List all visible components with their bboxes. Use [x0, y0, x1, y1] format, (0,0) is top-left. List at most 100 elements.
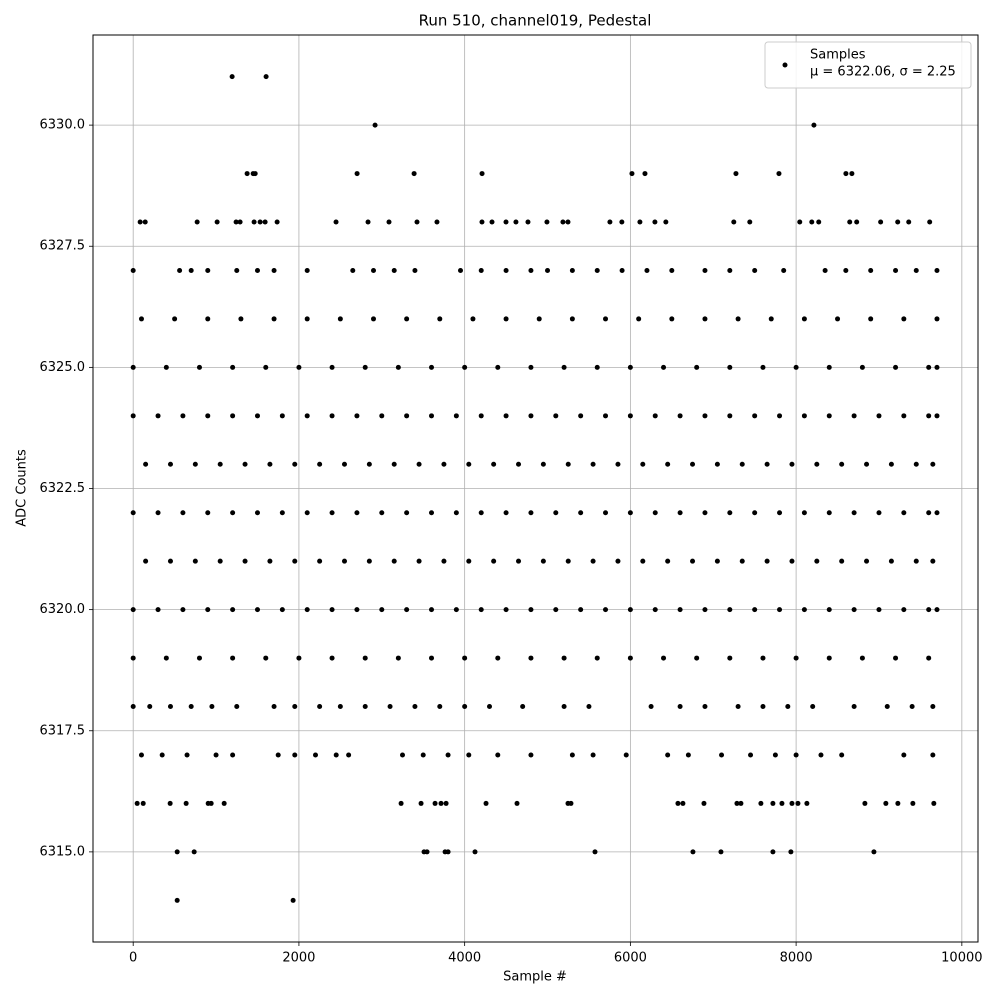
data-point: [404, 607, 410, 613]
data-point: [174, 849, 180, 855]
data-point: [292, 461, 298, 467]
data-point: [888, 461, 894, 467]
data-point: [251, 219, 257, 225]
data-point: [876, 607, 882, 613]
data-point: [901, 316, 907, 322]
data-point: [462, 704, 468, 710]
data-point: [594, 655, 600, 661]
data-point: [665, 461, 671, 467]
data-point: [209, 704, 215, 710]
data-point: [694, 364, 700, 370]
data-point: [878, 219, 884, 225]
data-point: [341, 558, 347, 564]
data-point: [333, 219, 339, 225]
data-point: [429, 364, 435, 370]
data-point: [391, 558, 397, 564]
data-point: [453, 607, 459, 613]
data-point: [441, 461, 447, 467]
data-point: [292, 704, 298, 710]
data-point: [445, 752, 451, 758]
data-point: [503, 607, 509, 613]
data-point: [292, 752, 298, 758]
data-point: [677, 510, 683, 516]
data-point: [478, 607, 484, 613]
data-point: [895, 219, 901, 225]
data-point: [930, 704, 936, 710]
data-point: [930, 558, 936, 564]
data-point: [462, 655, 468, 661]
data-point: [906, 219, 912, 225]
data-point: [868, 267, 874, 273]
data-point: [727, 364, 733, 370]
data-point: [365, 219, 371, 225]
data-point: [453, 510, 459, 516]
data-point: [470, 316, 476, 322]
data-point: [909, 704, 915, 710]
data-point: [520, 704, 526, 710]
data-point: [629, 171, 635, 177]
data-point: [926, 364, 932, 370]
data-point: [665, 558, 671, 564]
data-point: [304, 607, 310, 613]
data-point: [462, 364, 468, 370]
x-tick-label: 2000: [282, 951, 315, 966]
data-point: [727, 655, 733, 661]
data-point: [354, 413, 360, 419]
data-point: [404, 413, 410, 419]
data-point: [262, 219, 268, 225]
data-point: [663, 219, 669, 225]
data-point: [590, 461, 596, 467]
data-point: [205, 413, 211, 419]
data-point: [341, 461, 347, 467]
data-point: [391, 461, 397, 467]
data-point: [192, 558, 198, 564]
data-point: [180, 607, 186, 613]
data-point: [888, 558, 894, 564]
data-point: [876, 413, 882, 419]
data-point: [271, 316, 277, 322]
data-point: [257, 219, 263, 225]
data-point: [213, 752, 219, 758]
data-point: [590, 752, 596, 758]
data-point: [843, 267, 849, 273]
data-point: [429, 607, 435, 613]
data-point: [733, 171, 739, 177]
data-point: [230, 752, 236, 758]
data-point: [809, 219, 815, 225]
data-point: [445, 849, 451, 855]
data-point: [528, 655, 534, 661]
data-point: [528, 510, 534, 516]
data-point: [386, 219, 392, 225]
data-point: [927, 219, 933, 225]
data-point: [177, 267, 183, 273]
data-point: [913, 267, 919, 273]
data-point: [727, 607, 733, 613]
data-point: [411, 171, 417, 177]
data-point: [738, 800, 744, 806]
data-point: [230, 607, 236, 613]
data-point: [883, 800, 889, 806]
data-point: [826, 510, 832, 516]
data-point: [789, 461, 795, 467]
data-point: [578, 607, 584, 613]
data-point: [640, 558, 646, 564]
data-point: [528, 413, 534, 419]
data-point: [167, 704, 173, 710]
data-point: [138, 752, 144, 758]
data-point: [514, 800, 520, 806]
data-point: [627, 364, 633, 370]
data-point: [561, 655, 567, 661]
data-point: [661, 364, 667, 370]
data-point: [528, 364, 534, 370]
data-point: [868, 316, 874, 322]
data-point: [487, 704, 493, 710]
data-point: [876, 510, 882, 516]
data-point: [528, 752, 534, 758]
legend-text: μ = 6322.06, σ = 2.25: [810, 65, 956, 80]
data-point: [859, 364, 865, 370]
data-point: [839, 558, 845, 564]
data-point: [926, 510, 932, 516]
data-point: [437, 316, 443, 322]
data-point: [818, 752, 824, 758]
data-point: [627, 655, 633, 661]
